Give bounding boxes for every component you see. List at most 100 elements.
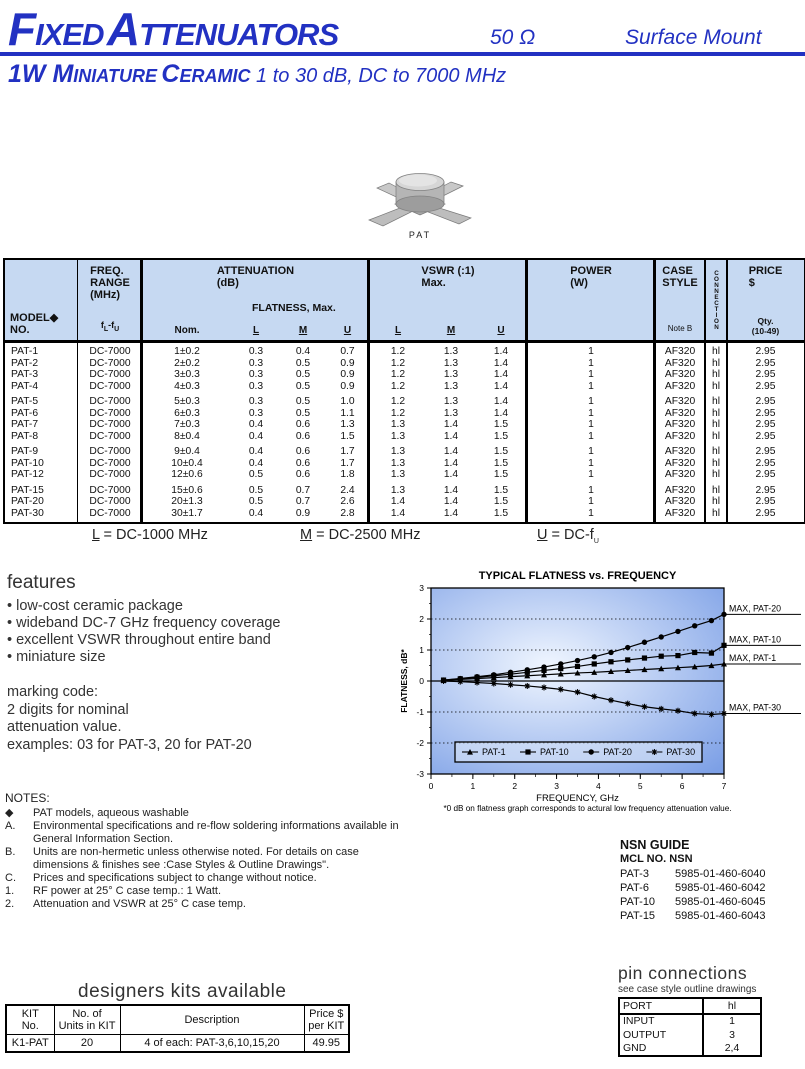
table-row: PAT-8 DC-7000 8±0.4 0.4 0.6 1.5 1.3 1.4 1.5 1 AF32… bbox=[5, 431, 804, 443]
marking-line: marking code: bbox=[7, 684, 99, 700]
table-cell: DC-7000 bbox=[89, 396, 131, 407]
svg-text:MAX, PAT-10: MAX, PAT-10 bbox=[729, 634, 781, 644]
marking-line: examples: 03 for PAT-3, 20 for PAT-20 bbox=[7, 736, 252, 753]
table-cell: 1.4 bbox=[443, 430, 459, 442]
table-cell: 1 bbox=[588, 496, 594, 507]
table-cell: 7±0.3 bbox=[174, 419, 200, 430]
table-cell: 0.3 bbox=[248, 380, 264, 392]
table-divider bbox=[525, 260, 528, 522]
table-cell: 1.4 bbox=[390, 496, 406, 507]
table-row: PAT-30 DC-7000 30±1.7 0.4 0.9 2.8 1.4 1.4 1.5 1 AF… bbox=[5, 508, 804, 520]
table-cell: 2.95 bbox=[755, 430, 776, 442]
table-cell: 1.1 bbox=[340, 407, 355, 419]
features-list: • low-cost ceramic package • wideband DC-… bbox=[7, 598, 280, 666]
flatness-label: FLATNESS, Max. bbox=[252, 302, 336, 314]
pin-connections-heading: pin connections bbox=[618, 963, 748, 983]
table-cell: AF320 bbox=[664, 484, 696, 496]
table-row: PAT-10 DC-7000 10±0.4 0.4 0.6 1.7 1.3 1.4 1.5 1 AF… bbox=[5, 458, 804, 470]
table-row: PAT-6 DC-7000 6±0.3 0.3 0.5 1.1 1.2 1.3 1.4 1 AF32… bbox=[5, 408, 804, 420]
table-cell: DC-7000 bbox=[89, 419, 131, 430]
table-cell: 0.4 bbox=[248, 457, 264, 469]
table-cell: 0.9 bbox=[340, 380, 355, 392]
pin-connections-table: PORT hl INPUT 1 OUTPUT 3 GND 2,4 bbox=[618, 997, 762, 1057]
note-item: ◆ PAT models, aqueous washable bbox=[5, 807, 189, 819]
svg-text:2: 2 bbox=[512, 781, 517, 791]
table-divider bbox=[704, 260, 706, 522]
table-cell: 1 bbox=[588, 396, 594, 407]
table-cell: 0.6 bbox=[295, 446, 311, 457]
table-cell: hl bbox=[711, 446, 720, 457]
table-cell: DC-7000 bbox=[89, 457, 131, 469]
table-cell: 1.3 bbox=[443, 369, 459, 380]
pins-row: GND 2,4 bbox=[619, 1041, 761, 1056]
table-cell: DC-7000 bbox=[89, 446, 131, 457]
table-cell: 1.2 bbox=[390, 396, 406, 407]
table-row: PAT-15 DC-7000 15±0.6 0.5 0.7 2.4 1.3 1.4 1.5 1 AF… bbox=[5, 485, 804, 497]
nsn-row: PAT-15 5985-01-460-6043 bbox=[620, 910, 766, 922]
table-cell: DC-7000 bbox=[89, 430, 131, 442]
col-header-nom: Nom. bbox=[174, 325, 200, 336]
table-row: PAT-9 DC-7000 9±0.4 0.4 0.6 1.7 1.3 1.4 1.5 1 AF32… bbox=[5, 446, 804, 458]
svg-text:5: 5 bbox=[638, 781, 643, 791]
feature-item: • wideband DC-7 GHz frequency coverage bbox=[7, 615, 281, 631]
table-cell: 0.5 bbox=[295, 357, 311, 369]
table-cell: 0.3 bbox=[248, 407, 264, 419]
spec-table: MODEL◆ NO. FREQ. RANGE (MHz) fL-fU ATTENUAT… bbox=[3, 258, 805, 524]
table-cell: PAT-4 bbox=[11, 380, 39, 392]
table-cell: 2.95 bbox=[755, 419, 776, 430]
impedance-label: 50 Ω bbox=[490, 26, 536, 49]
table-cell: hl bbox=[711, 380, 720, 392]
table-cell: AF320 bbox=[664, 507, 696, 519]
kits-col-header: Description bbox=[119, 1004, 305, 1035]
table-cell: AF320 bbox=[664, 346, 696, 357]
svg-text:FREQUENCY, GHz: FREQUENCY, GHz bbox=[536, 793, 619, 804]
svg-text:MAX, PAT-20: MAX, PAT-20 bbox=[729, 603, 781, 613]
table-cell: hl bbox=[711, 484, 720, 496]
table-cell: 1.3 bbox=[390, 446, 406, 457]
table-cell: AF320 bbox=[664, 407, 696, 419]
table-cell: AF320 bbox=[664, 369, 696, 380]
nsn-heading: NSN GUIDE bbox=[620, 838, 690, 852]
svg-text:PAT-1: PAT-1 bbox=[482, 747, 506, 757]
table-cell: hl bbox=[711, 507, 720, 519]
table-cell: 1.4 bbox=[493, 407, 509, 419]
table-cell: 6±0.3 bbox=[174, 407, 200, 419]
table-cell: DC-7000 bbox=[89, 380, 131, 392]
note-item: B. Units are non-hermetic unless otherwis… bbox=[5, 846, 359, 871]
table-cell: DC-7000 bbox=[89, 357, 131, 369]
svg-text:-1: -1 bbox=[416, 707, 424, 717]
table-cell: 1.5 bbox=[340, 430, 355, 442]
table-cell: 2.95 bbox=[755, 446, 776, 457]
table-cell: AF320 bbox=[664, 357, 696, 369]
band-l: L = DC-1000 MHz bbox=[92, 527, 208, 543]
title-word1-rest: IXED bbox=[35, 17, 104, 52]
pins-header-row: PORT hl bbox=[619, 998, 761, 1014]
col-header-price: PRICE $ Qty. (10-49) bbox=[748, 265, 783, 336]
table-cell: 1 bbox=[588, 369, 594, 380]
table-cell: DC-7000 bbox=[89, 484, 131, 496]
table-cell: 1.4 bbox=[443, 419, 459, 430]
svg-text:-3: -3 bbox=[416, 769, 424, 779]
table-cell: 1.4 bbox=[493, 380, 509, 392]
table-cell: 1.3 bbox=[443, 380, 459, 392]
table-cell: 0.3 bbox=[248, 396, 264, 407]
svg-text:3: 3 bbox=[554, 781, 559, 791]
spec-table-body: PAT-1 DC-7000 1±0.2 0.3 0.4 0.7 1.2 1.3 1.4 1 AF32… bbox=[5, 343, 804, 522]
table-cell: 1.8 bbox=[340, 469, 355, 480]
table-cell: 1.5 bbox=[493, 469, 509, 480]
table-cell: 1.4 bbox=[443, 496, 459, 507]
table-cell: 2.8 bbox=[340, 507, 355, 519]
col-header-vswr-u: U bbox=[497, 325, 505, 336]
table-cell: AF320 bbox=[664, 396, 696, 407]
note-item: 1. RF power at 25° C case temp.: 1 Watt. bbox=[5, 885, 222, 897]
table-row: PAT-4 DC-7000 4±0.3 0.3 0.5 0.9 1.2 1.3 1.4 1 AF32… bbox=[5, 381, 804, 393]
table-cell: 1.3 bbox=[443, 407, 459, 419]
table-cell: 1.2 bbox=[390, 357, 406, 369]
table-cell: 1 bbox=[588, 407, 594, 419]
col-header-freq: FREQ. RANGE (MHz) fL-fU bbox=[90, 265, 130, 333]
kits-table-header: KIT No. No. of Units in KIT Description Price… bbox=[5, 1004, 350, 1035]
table-cell: 1 bbox=[588, 469, 594, 480]
svg-text:PAT-10: PAT-10 bbox=[540, 747, 569, 757]
pin-connections-subheading: see case style outline drawings bbox=[618, 984, 757, 995]
svg-text:PAT-20: PAT-20 bbox=[603, 747, 632, 757]
